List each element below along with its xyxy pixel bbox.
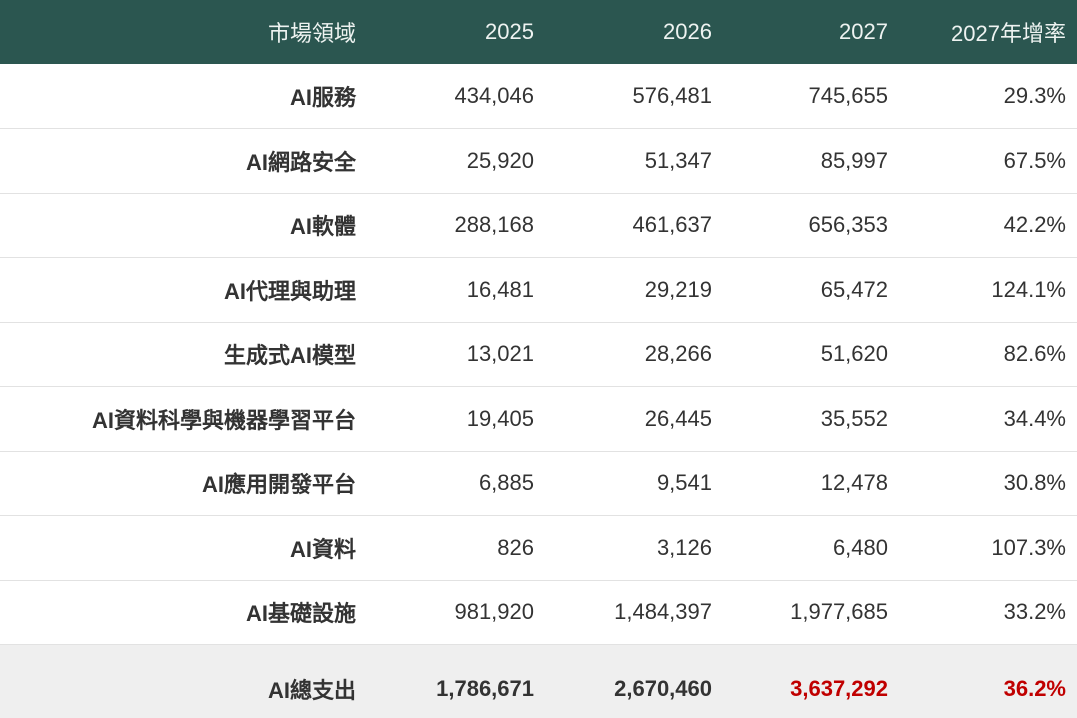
cell: 124.1% — [991, 276, 1066, 302]
header-row: 市場領域 2025 2026 2027 2027年增率 — [0, 0, 1077, 64]
cell: 30.8% — [1003, 470, 1066, 496]
cell: 9,541 — [656, 470, 712, 496]
row-label: 生成式AI模型 — [223, 343, 356, 369]
total-cell: 3,637,292 — [790, 676, 888, 702]
cell: 29.3% — [1003, 83, 1066, 108]
cell: 288,168 — [454, 212, 534, 238]
cell: 25,920 — [466, 147, 534, 173]
row-label: AI基礎設施 — [245, 601, 356, 627]
total-label: AI總支出 — [267, 678, 356, 704]
table-row: AI基礎設施 981,920 1,484,397 1,977,685 33.2% — [0, 580, 1077, 645]
cell: 65,472 — [820, 276, 888, 302]
cell: 34.4% — [1003, 405, 1066, 431]
cell: 28,266 — [644, 341, 712, 367]
header-cell: 2025 — [485, 19, 534, 44]
cell: 29,219 — [644, 276, 712, 302]
cell: 13,021 — [466, 341, 534, 367]
cell: 656,353 — [808, 212, 888, 238]
cell: 51,347 — [644, 147, 712, 173]
table-row: AI資料科學與機器學習平台 19,405 26,445 35,552 34.4% — [0, 387, 1077, 451]
cell: 82.6% — [1003, 341, 1066, 367]
cell: 981,920 — [454, 599, 534, 625]
row-label: AI服務 — [289, 85, 356, 110]
cell: 3,126 — [656, 534, 712, 560]
header-cell: 市場領域 — [267, 21, 356, 46]
cell: 19,405 — [466, 405, 534, 431]
cell: 26,445 — [644, 405, 712, 431]
cell: 1,977,685 — [790, 599, 888, 625]
table-row: AI代理與助理 16,481 29,219 65,472 124.1% — [0, 258, 1077, 322]
total-cell: 36.2% — [1003, 676, 1066, 702]
table-row: AI服務 434,046 576,481 745,655 29.3% — [0, 64, 1077, 129]
cell: 35,552 — [820, 405, 888, 431]
row-label: AI資料 — [289, 536, 356, 562]
total-cell: 1,786,671 — [436, 676, 534, 702]
cell: 6,885 — [478, 470, 534, 496]
table-row: AI軟體 288,168 461,637 656,353 42.2% — [0, 193, 1077, 258]
total-row: AI總支出 1,786,671 2,670,460 3,637,292 36.2% — [0, 644, 1077, 718]
header-cell: 2026 — [663, 19, 712, 44]
row-label: AI軟體 — [289, 214, 356, 240]
table-row: 生成式AI模型 13,021 28,266 51,620 82.6% — [0, 322, 1077, 387]
cell: 12,478 — [820, 470, 888, 496]
cell: 85,997 — [820, 147, 888, 173]
header-cell: 2027年增率 — [951, 21, 1066, 46]
row-label: AI資料科學與機器學習平台 — [91, 407, 356, 433]
total-cell: 2,670,460 — [614, 676, 712, 702]
header-cell: 2027 — [839, 19, 888, 44]
cell: 1,484,397 — [614, 599, 712, 625]
row-label: AI應用開發平台 — [201, 472, 356, 498]
table-body: AI服務 434,046 576,481 745,655 29.3% AI網路安全 25,9… — [0, 64, 1077, 718]
row-label: AI代理與助理 — [223, 278, 356, 304]
cell: 67.5% — [1003, 147, 1066, 173]
table-header: 市場領域 2025 2026 2027 2027年增率 — [0, 0, 1077, 64]
cell: 16,481 — [466, 276, 534, 302]
cell: 461,637 — [632, 212, 712, 238]
cell: 33.2% — [1003, 599, 1066, 625]
cell: 51,620 — [820, 341, 888, 367]
cell: 576,481 — [632, 83, 712, 108]
cell: 107.3% — [991, 534, 1066, 560]
table-row: AI網路安全 25,920 51,347 85,997 67.5% — [0, 129, 1077, 193]
cell: 6,480 — [832, 534, 888, 560]
cell: 434,046 — [454, 83, 534, 108]
cell: 42.2% — [1003, 212, 1066, 238]
table-row: AI應用開發平台 6,885 9,541 12,478 30.8% — [0, 451, 1077, 516]
table-row: AI資料 826 3,126 6,480 107.3% — [0, 516, 1077, 580]
cell: 826 — [497, 534, 534, 560]
row-label: AI網路安全 — [245, 149, 356, 175]
cell: 745,655 — [808, 83, 888, 108]
